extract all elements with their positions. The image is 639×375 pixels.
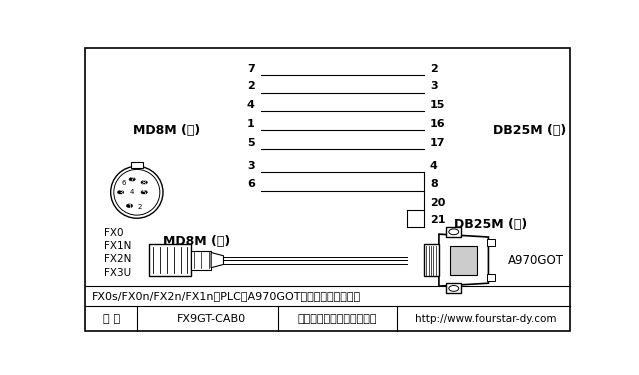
Text: 7: 7: [130, 177, 134, 183]
Bar: [150, 244, 191, 276]
Text: 16: 16: [430, 119, 445, 129]
Text: 4: 4: [430, 160, 438, 171]
Text: 7: 7: [247, 64, 255, 74]
Text: 8: 8: [142, 180, 146, 186]
Text: 1: 1: [247, 119, 255, 129]
Circle shape: [141, 180, 147, 184]
Circle shape: [129, 177, 135, 181]
Text: MD8M (针): MD8M (针): [163, 235, 230, 248]
Text: 3: 3: [430, 81, 438, 91]
Text: 17: 17: [430, 138, 445, 147]
Bar: [488, 274, 495, 281]
Text: 6: 6: [247, 179, 255, 189]
Text: FX0
FX1N
FX2N
FX3U: FX0 FX1N FX2N FX3U: [104, 228, 131, 278]
Text: 4: 4: [247, 100, 255, 110]
Text: A970GOT: A970GOT: [508, 254, 564, 267]
Polygon shape: [211, 252, 224, 268]
Polygon shape: [446, 283, 461, 293]
Text: 2: 2: [247, 81, 255, 91]
Text: FX9GT-CAB0: FX9GT-CAB0: [176, 314, 245, 324]
Text: 德阳四星电子技术开发中心: 德阳四星电子技术开发中心: [298, 314, 377, 324]
Polygon shape: [446, 227, 461, 237]
Text: 8: 8: [430, 179, 438, 189]
Text: 4: 4: [130, 189, 134, 195]
Text: 20: 20: [430, 198, 445, 208]
Text: 型 号: 型 号: [102, 314, 119, 324]
Polygon shape: [439, 234, 488, 286]
Text: 2: 2: [138, 204, 142, 210]
Text: 3: 3: [118, 190, 123, 196]
Text: http://www.fourstar-dy.com: http://www.fourstar-dy.com: [415, 314, 557, 324]
Text: 5: 5: [247, 138, 255, 147]
Circle shape: [118, 190, 124, 194]
Text: FX0s/FX0n/FX2n/FX1n等PLC到A970GOT人机介面连接电缆。: FX0s/FX0n/FX2n/FX1n等PLC到A970GOT人机介面连接电缆。: [92, 291, 362, 301]
Circle shape: [141, 190, 147, 194]
Bar: [450, 246, 477, 274]
Text: DB25M (针): DB25M (针): [454, 217, 527, 231]
Bar: [488, 239, 495, 246]
Text: 15: 15: [430, 100, 445, 110]
Text: DB25M (针): DB25M (针): [493, 124, 567, 136]
Text: MD8M (针): MD8M (针): [133, 124, 200, 136]
Text: 5: 5: [142, 190, 146, 196]
Text: 2: 2: [430, 64, 438, 74]
Bar: [191, 251, 211, 270]
Bar: [424, 244, 439, 276]
Circle shape: [127, 204, 133, 208]
Text: 6: 6: [121, 180, 126, 186]
Text: 21: 21: [430, 216, 445, 225]
Bar: [131, 162, 142, 168]
Text: 3: 3: [247, 160, 255, 171]
Text: 1: 1: [127, 204, 132, 210]
